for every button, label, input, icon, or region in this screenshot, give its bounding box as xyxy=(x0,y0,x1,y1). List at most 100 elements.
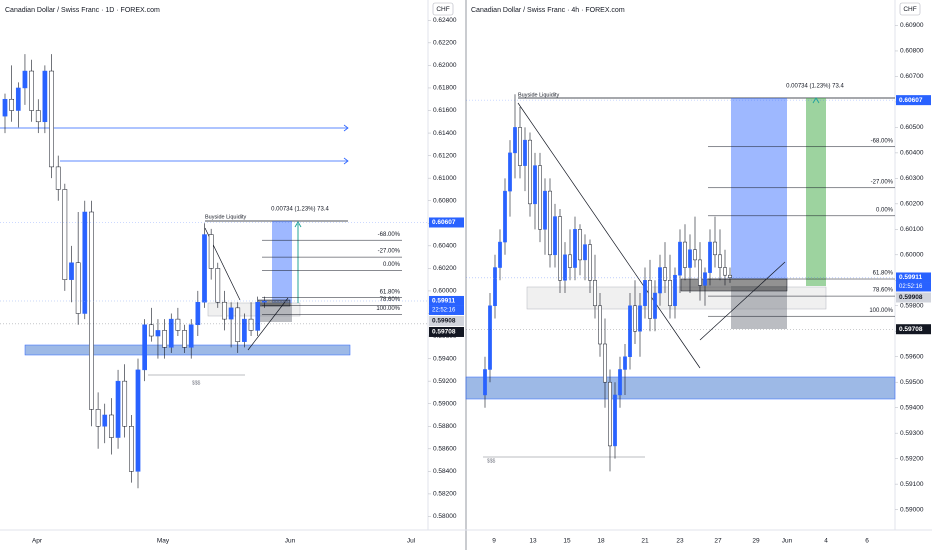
candle-body xyxy=(493,267,497,307)
candle-body xyxy=(698,259,702,286)
demand-zone xyxy=(24,344,351,356)
candle-body xyxy=(723,267,727,276)
left-overlays xyxy=(0,124,351,376)
y-tick-label: 0.60700 xyxy=(900,73,924,80)
candle-body xyxy=(718,254,722,268)
candle-body xyxy=(613,394,617,447)
fib-label: 78.60% xyxy=(380,297,401,303)
price-tag-label: 0.59911 xyxy=(899,274,923,281)
candle-body xyxy=(593,280,597,307)
candle-body xyxy=(663,267,667,281)
y-tick-label: 0.60800 xyxy=(900,48,924,55)
chart-title: Canadian Dollar / Swiss Franc · 1D · FOR… xyxy=(5,7,160,14)
y-tick-label: 0.61200 xyxy=(433,152,457,159)
y-tick-label: 0.59500 xyxy=(900,379,924,386)
candle-body xyxy=(693,249,697,261)
candle-body xyxy=(9,98,14,111)
candle-body xyxy=(135,369,141,472)
candle-body xyxy=(35,110,41,123)
y-tick-label: 0.59300 xyxy=(900,430,924,437)
price-tag-label: 0.59908 xyxy=(432,318,456,325)
candle-body xyxy=(29,70,34,111)
candle-body xyxy=(498,241,502,268)
y-tick-label: 0.60200 xyxy=(433,265,457,272)
candle-body xyxy=(588,244,592,281)
measure-label: 0.00734 (1.23%) 73.4 xyxy=(786,84,844,90)
y-tick-label: 0.58000 xyxy=(433,513,457,520)
price-tag-label: 0.59911 xyxy=(432,298,456,305)
y-tick-label: 0.58600 xyxy=(433,446,457,453)
price-tag xyxy=(429,326,464,337)
price-tag xyxy=(896,292,931,303)
candle-body xyxy=(55,166,61,190)
candle-body xyxy=(222,301,227,320)
arrow xyxy=(294,221,302,228)
candle-body xyxy=(728,274,732,278)
fib-label: 100.00% xyxy=(376,306,400,312)
candle-body xyxy=(528,139,532,205)
currency-badge xyxy=(432,2,454,16)
candle-body xyxy=(82,211,88,314)
trendline xyxy=(247,297,289,351)
price-tag xyxy=(896,324,931,335)
candle-body xyxy=(618,369,622,396)
y-tick-label: 0.59200 xyxy=(433,378,457,385)
price-tag xyxy=(429,295,464,306)
candle-body xyxy=(633,305,637,332)
y-tick-label: 0.59200 xyxy=(900,455,924,462)
candle-body xyxy=(583,244,587,261)
candle-body xyxy=(638,305,642,332)
price-tag-label: 0.59708 xyxy=(899,326,923,333)
y-tick-label: 0.62400 xyxy=(433,17,457,24)
candle-body xyxy=(102,414,108,427)
y-tick-label: 0.60000 xyxy=(900,252,924,259)
candle-body xyxy=(142,324,148,371)
y-tick-label: 0.60500 xyxy=(900,124,924,131)
y-tick-label: 0.59400 xyxy=(900,404,924,411)
candle-body xyxy=(148,324,154,337)
candle-body xyxy=(598,305,602,345)
y-tick-label: 0.59400 xyxy=(433,355,457,362)
candle-body xyxy=(248,318,254,331)
y-tick-label: 0.60300 xyxy=(900,175,924,182)
measure-box xyxy=(806,98,826,286)
x-tick-label: 4 xyxy=(824,538,828,545)
fib-label: 0.00% xyxy=(383,262,401,268)
x-tick-label: 15 xyxy=(563,538,571,545)
candle-body xyxy=(255,301,261,331)
candle-body xyxy=(608,381,612,447)
y-tick-label: 0.62000 xyxy=(433,62,457,69)
candle-body xyxy=(22,70,28,89)
y-tick-label: 0.61600 xyxy=(433,107,457,114)
candle-body xyxy=(548,190,552,256)
candle-body xyxy=(208,234,214,269)
target-box xyxy=(731,98,787,279)
demand-zone xyxy=(465,376,896,400)
candle-body xyxy=(553,216,557,256)
target-box xyxy=(272,221,292,303)
candle-body xyxy=(488,305,492,370)
candle-body xyxy=(129,426,134,472)
fib-label: -27.00% xyxy=(378,249,401,255)
y-tick-label: 0.62200 xyxy=(433,40,457,47)
candle-body xyxy=(122,380,128,427)
countdown-tag xyxy=(896,282,931,292)
fib-label: 78.60% xyxy=(873,288,894,294)
y-tick-label: 0.59100 xyxy=(900,481,924,488)
candle-body xyxy=(623,356,627,370)
currency-label: CHF xyxy=(903,6,916,13)
stop-box xyxy=(731,286,787,329)
x-tick-label: Apr xyxy=(32,538,43,545)
fib-label: -27.00% xyxy=(871,179,894,185)
liquidity-label: Buyside Liquidity xyxy=(205,214,247,220)
fib-label: -68.00% xyxy=(378,232,401,238)
candle-body xyxy=(568,254,572,268)
y-tick-label: 0.60200 xyxy=(900,201,924,208)
y-tick-label: 0.59800 xyxy=(900,302,924,309)
candle-body xyxy=(673,274,677,307)
price-tag xyxy=(896,272,931,283)
candle-body xyxy=(215,268,221,303)
candle-body xyxy=(513,127,517,154)
countdown-label: 22:52:16 xyxy=(432,308,456,314)
x-tick-label: 21 xyxy=(641,538,649,545)
